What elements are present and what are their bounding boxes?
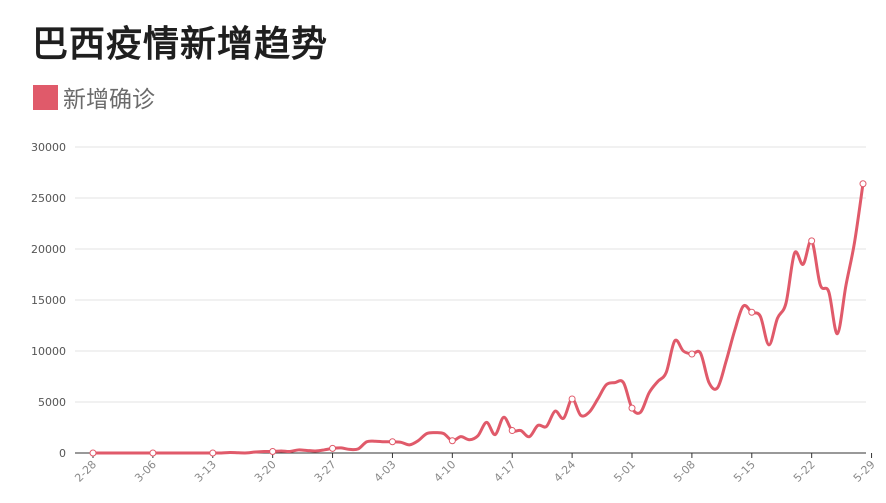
- x-tick-label: 3-27: [312, 458, 339, 485]
- data-point: [209, 449, 217, 457]
- y-tick-label: 10000: [31, 345, 66, 358]
- data-point: [269, 447, 277, 455]
- gridlines: [75, 146, 866, 403]
- legend-label: 新增确诊: [63, 87, 155, 113]
- y-tick-label: 25000: [31, 192, 66, 205]
- data-point: [89, 449, 97, 457]
- legend[interactable]: 新增确诊: [33, 82, 155, 113]
- data-point: [748, 308, 756, 316]
- x-tick-label: 5-01: [611, 458, 638, 485]
- y-axis: 0 5000 10000 15000 20000 25000 30000: [31, 141, 66, 460]
- x-tick-label: 3-20: [252, 458, 279, 485]
- x-tick-label: 4-03: [372, 458, 399, 485]
- data-point: [508, 427, 516, 435]
- y-tick-label: 30000: [31, 141, 66, 154]
- data-point: [329, 444, 337, 452]
- x-tick-label: 3-06: [132, 458, 159, 485]
- data-point: [628, 404, 636, 412]
- x-tick-label: 5-29: [851, 458, 878, 485]
- series-line: [91, 182, 865, 455]
- x-tick-label: 5-22: [791, 458, 818, 485]
- data-point: [688, 350, 696, 358]
- data-point: [859, 180, 867, 188]
- y-tick-label: 15000: [31, 294, 66, 307]
- data-point: [448, 437, 456, 445]
- x-tick-label: 4-24: [551, 458, 578, 485]
- x-tick-label: 4-10: [432, 458, 459, 485]
- data-point: [568, 395, 576, 403]
- x-tick-label: 3-13: [192, 458, 219, 485]
- x-tick-label: 5-08: [671, 458, 698, 485]
- data-point: [388, 438, 396, 446]
- y-tick-label: 5000: [38, 396, 66, 409]
- x-axis: 2-28 3-06 3-13 3-20 3-27 4-03 4-10 4-17 4-24 5-01…: [72, 452, 878, 485]
- y-tick-label: 20000: [31, 243, 66, 256]
- data-point: [149, 449, 157, 457]
- x-tick-label: 2-28: [72, 458, 99, 485]
- data-point: [808, 237, 816, 245]
- series: [89, 180, 867, 457]
- x-tick-label: 4-17: [491, 458, 518, 485]
- x-tick-label: 5-15: [731, 458, 758, 485]
- chart-title: 巴西疫情新增趋势: [32, 24, 329, 65]
- legend-swatch: [33, 84, 58, 110]
- y-tick-label: 0: [59, 447, 66, 460]
